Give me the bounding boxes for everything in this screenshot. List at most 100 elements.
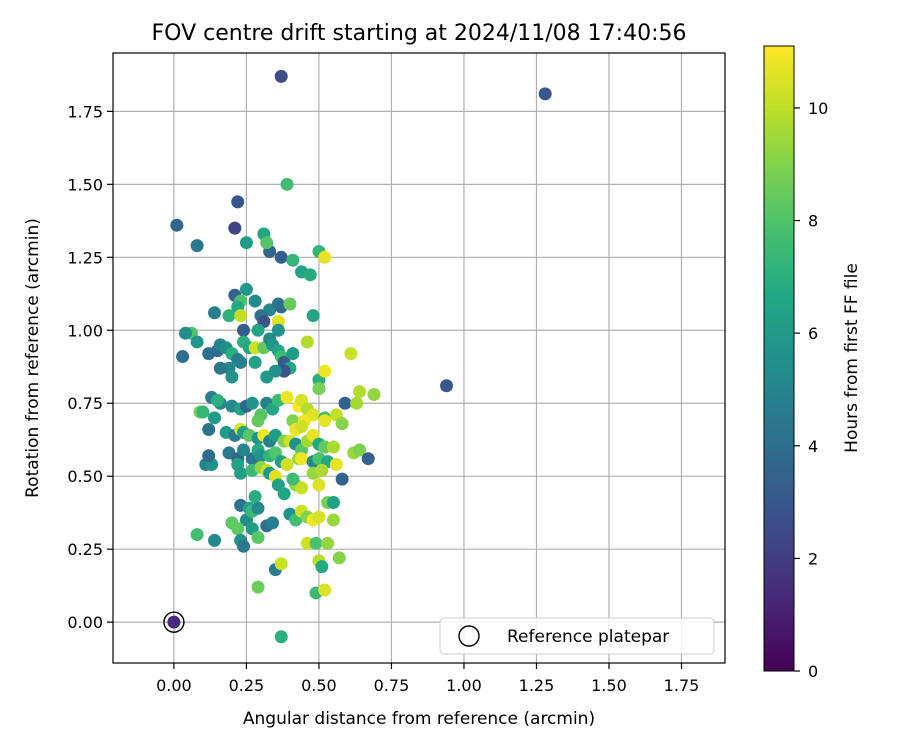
colorbar-tick-label: 8	[808, 212, 818, 231]
data-point	[326, 440, 340, 454]
data-point	[274, 250, 288, 264]
data-point	[248, 294, 262, 308]
data-point	[202, 449, 216, 463]
data-point	[295, 481, 309, 495]
y-tick-label: 0.25	[67, 540, 103, 559]
data-point	[286, 472, 300, 486]
x-axis-ticks: 0.00 0.25 0.50 0.75 1.00 1.25 1.50 1.75	[156, 663, 699, 695]
legend-marker-icon	[458, 625, 480, 647]
data-point	[318, 414, 332, 428]
x-tick-label: 1.00	[446, 676, 482, 695]
y-tick-label: 0.50	[67, 467, 103, 486]
data-point	[295, 420, 309, 434]
data-point	[318, 364, 332, 378]
data-point	[326, 513, 340, 527]
data-point	[350, 396, 364, 410]
chart-title: FOV centre drift starting at 2024/11/08 …	[152, 21, 687, 46]
y-tick-label: 1.50	[67, 175, 103, 194]
data-point	[248, 490, 262, 504]
data-point	[237, 323, 251, 337]
data-point	[312, 382, 326, 396]
data-points	[170, 69, 552, 644]
legend: Reference platepar	[439, 617, 715, 655]
data-point	[245, 396, 259, 410]
x-tick-label: 1.50	[591, 676, 627, 695]
data-point	[196, 405, 210, 419]
y-axis-ticks: 0.00 0.25 0.50 0.75 1.00 1.25 1.50 1.75	[67, 102, 113, 632]
data-point	[208, 411, 222, 425]
data-point	[268, 364, 282, 378]
data-point	[234, 355, 248, 369]
data-point	[353, 385, 367, 399]
data-point	[280, 390, 294, 404]
data-point	[231, 522, 245, 536]
data-point	[251, 530, 265, 544]
colorbar-tick-label: 10	[808, 99, 828, 118]
legend-box	[439, 617, 715, 655]
data-point	[274, 69, 288, 83]
y-tick-label: 0.75	[67, 394, 103, 413]
x-axis-label: Angular distance from reference (arcmin)	[243, 709, 595, 729]
data-point	[237, 539, 251, 553]
data-point	[306, 309, 320, 323]
data-point	[280, 458, 294, 472]
data-point	[210, 393, 224, 407]
data-point	[260, 236, 274, 250]
data-point	[332, 551, 346, 565]
data-point	[335, 417, 349, 431]
legend-entry: Reference platepar	[507, 627, 669, 647]
data-point	[286, 253, 300, 267]
data-point	[251, 501, 265, 515]
data-point	[295, 452, 309, 466]
data-point	[277, 487, 291, 501]
data-point	[190, 528, 204, 542]
data-point	[190, 239, 204, 253]
data-point	[266, 516, 280, 530]
data-point	[326, 495, 340, 509]
data-point	[248, 355, 262, 369]
x-tick-label: 1.25	[519, 676, 555, 695]
data-point	[213, 361, 227, 375]
data-point	[361, 452, 375, 466]
data-point	[234, 466, 248, 480]
data-point	[329, 458, 343, 472]
data-point	[190, 335, 204, 349]
plot-frame	[112, 52, 726, 664]
reference-marker	[163, 611, 185, 633]
y-tick-label: 1.75	[67, 102, 103, 121]
data-point	[300, 335, 314, 349]
reference-point-dot	[167, 615, 181, 629]
data-point	[234, 309, 248, 323]
data-point	[283, 297, 297, 311]
y-axis-label: Rotation from reference (arcmin)	[23, 218, 43, 498]
data-point	[170, 218, 184, 232]
data-point	[271, 323, 285, 337]
data-point	[440, 379, 454, 393]
data-point	[312, 510, 326, 524]
data-point	[312, 478, 326, 492]
data-point	[228, 221, 242, 235]
colorbar-tick-label: 2	[808, 549, 818, 568]
data-point	[225, 370, 239, 384]
y-tick-label: 1.00	[67, 321, 103, 340]
data-point	[335, 472, 349, 486]
data-point	[353, 443, 367, 457]
data-point	[251, 414, 265, 428]
data-point	[318, 583, 332, 597]
data-point	[179, 326, 193, 340]
x-tick-label: 0.75	[374, 676, 410, 695]
data-point	[280, 177, 294, 191]
colorbar-tick-label: 0	[808, 662, 818, 681]
x-tick-label: 0.50	[301, 676, 337, 695]
data-point	[338, 396, 352, 410]
data-point	[309, 536, 323, 550]
data-point	[208, 533, 222, 547]
data-point	[251, 580, 265, 594]
reference-point-ring	[163, 611, 185, 633]
data-point	[274, 630, 288, 644]
colorbar: 0 2 4 6 8 10 Hours from first FF file	[763, 45, 862, 681]
data-point	[208, 306, 222, 320]
x-tick-label: 0.00	[156, 676, 192, 695]
data-point	[321, 536, 335, 550]
